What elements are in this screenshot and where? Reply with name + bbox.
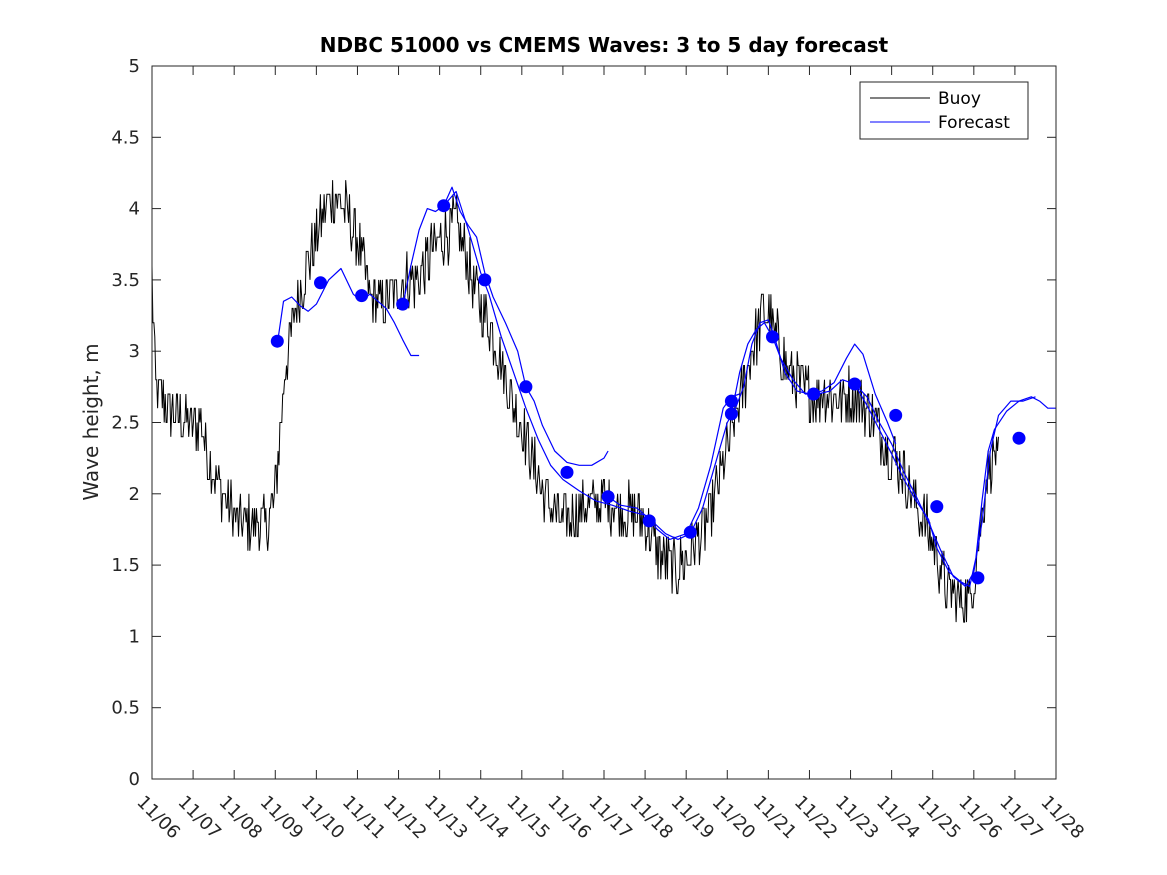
forecast-series [402,186,609,466]
forecast-marker [642,514,656,528]
forecast-series [276,267,420,357]
forecast-marker [270,334,284,348]
y-tick-label: 2 [129,484,140,505]
forecast-marker [560,465,574,479]
y-tick-label: 2.5 [111,413,140,434]
y-tick-label: 1 [129,626,140,647]
y-tick-label: 1.5 [111,555,140,576]
legend-buoy-label: Buoy [938,89,981,109]
y-tick-label: 0 [129,769,140,790]
series-group [151,180,1056,623]
y-axis-ticks: 0 0.5 1 1.5 2 2.5 3 3.5 4 4.5 5 [111,56,1056,790]
y-tick-label: 3 [129,341,140,362]
forecast-marker [848,377,862,391]
y-tick-label: 5 [129,56,140,77]
forecast-series [443,190,740,540]
forecast-marker [355,289,369,303]
plot-box [151,65,1057,780]
y-axis-label: Wave height, m [79,343,103,500]
y-tick-label: 3.5 [111,270,140,291]
forecast-marker [437,199,451,213]
forecast-series [854,383,1056,588]
y-tick-label: 4 [129,199,140,220]
plot-area [152,66,1056,779]
buoy-series [151,180,999,623]
forecast-marker [766,330,779,344]
forecast-marker [683,525,697,539]
forecast-marker [314,276,327,290]
chart-title: NDBC 51000 vs CMEMS Waves: 3 to 5 day fo… [320,33,889,57]
forecast-marker [971,571,985,585]
y-tick-label: 4.5 [111,127,140,148]
forecast-marker [807,387,821,401]
legend-box [859,81,1029,140]
forecast-series [607,319,897,540]
forecast-marker [478,273,492,287]
forecast-marker [724,407,738,421]
forecast-marker [601,490,615,504]
forecast-marker [519,380,533,394]
forecast-marker [889,408,903,422]
forecast-marker [724,394,738,408]
legend-forecast-label: Forecast [938,113,1010,133]
forecast-marker [396,297,410,311]
forecast-marker [930,500,944,514]
legend: Buoy Forecast [859,81,1029,140]
y-tick-label: 0.5 [111,698,140,719]
forecast-marker [1012,431,1026,445]
